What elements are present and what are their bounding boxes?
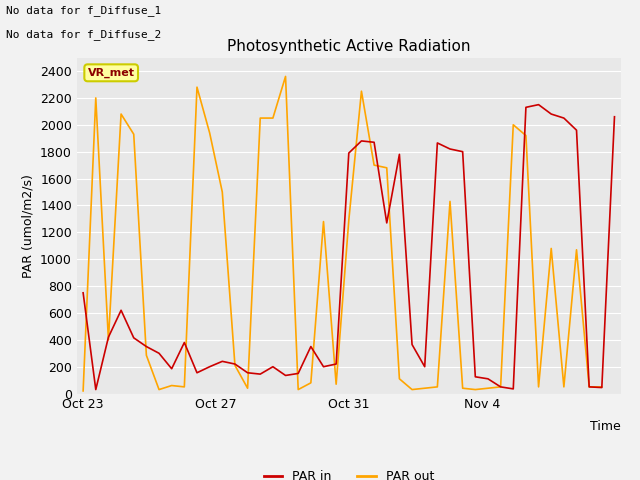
- Legend: PAR in, PAR out: PAR in, PAR out: [259, 465, 439, 480]
- Text: No data for f_Diffuse_2: No data for f_Diffuse_2: [6, 29, 162, 40]
- Title: Photosynthetic Active Radiation: Photosynthetic Active Radiation: [227, 39, 470, 54]
- Text: VR_met: VR_met: [88, 68, 134, 78]
- Text: No data for f_Diffuse_1: No data for f_Diffuse_1: [6, 5, 162, 16]
- Text: Time: Time: [590, 420, 621, 433]
- Y-axis label: PAR (umol/m2/s): PAR (umol/m2/s): [22, 174, 35, 277]
